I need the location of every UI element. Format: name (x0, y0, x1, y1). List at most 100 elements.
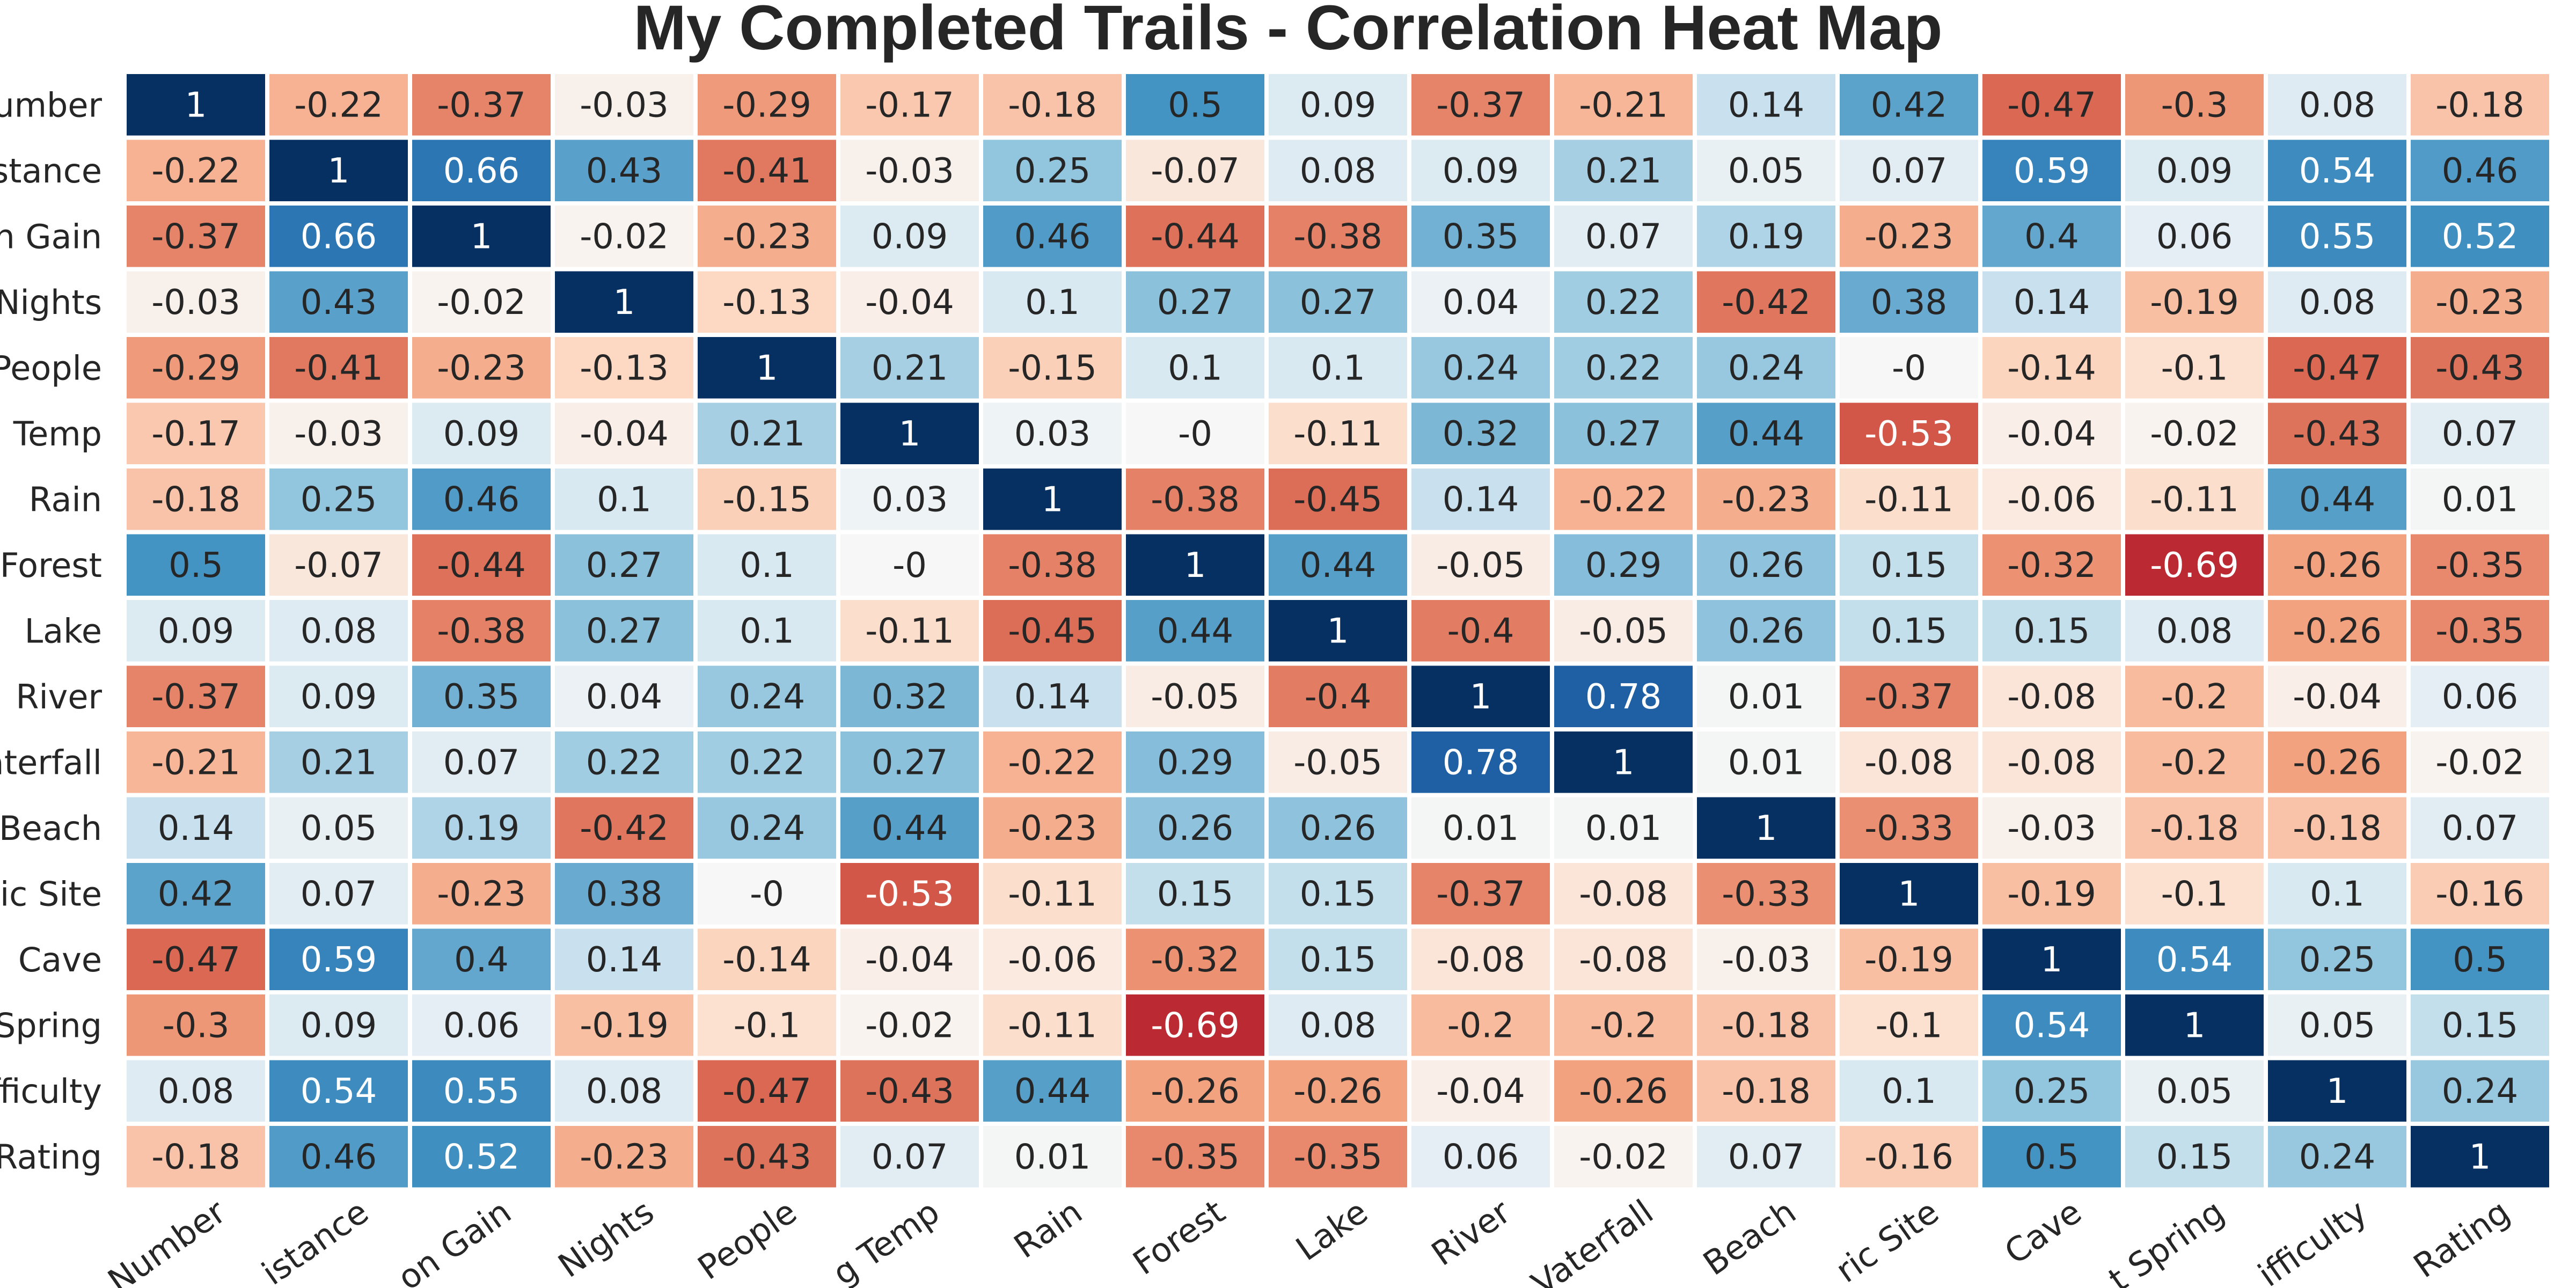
cell-value-label: 0.35 (1443, 217, 1519, 257)
heatmap-cell (840, 994, 979, 1056)
heatmap-cell (1697, 600, 1835, 662)
heatmap-cell (1126, 271, 1264, 333)
heatmap-cell (1982, 863, 2121, 925)
cell-value-label: 0.05 (301, 809, 377, 848)
cell-value-label: 0.09 (872, 217, 948, 257)
cell-value-label: -0.21 (151, 743, 240, 782)
cell-value-label: -0.42 (1722, 283, 1811, 323)
cell-value-label: -0.04 (1436, 1072, 1525, 1111)
cell-value-label: 0.29 (1585, 546, 1662, 586)
heatmap-cell (1411, 928, 1550, 990)
cell-value-label: -0.47 (2007, 85, 2096, 125)
heatmap-cell (1840, 206, 1978, 267)
cell-value-label: -0.15 (722, 480, 811, 519)
heatmap-cell (2411, 469, 2549, 530)
heatmap-cell (1840, 469, 1978, 530)
heatmap-cell (1982, 74, 2121, 136)
cell-value-label: 0.08 (2156, 611, 2233, 651)
cell-value-label: 0.24 (729, 809, 806, 848)
cell-value-label: 0.15 (2442, 1006, 2519, 1045)
heatmap-cell (1840, 140, 1978, 201)
heatmap-cell (127, 534, 265, 596)
heatmap-cell (840, 337, 979, 399)
heatmap-cell (698, 1126, 836, 1188)
heatmap-cell (555, 337, 693, 399)
heatmap-cell (2411, 74, 2549, 136)
heatmap-cell (983, 140, 1122, 201)
heatmap-cell (1982, 600, 2121, 662)
row-tick-label: Rain (29, 480, 102, 519)
heatmap-cell (2268, 863, 2406, 925)
cell-value-label: -0.04 (865, 940, 954, 980)
heatmap-cell (2411, 1060, 2549, 1122)
heatmap-cell (127, 337, 265, 399)
cell-value-label: -0.22 (1579, 480, 1668, 519)
heatmap-cell (1982, 206, 2121, 267)
heatmap-cell (1840, 402, 1978, 464)
cell-value-label: -0.45 (1293, 480, 1382, 519)
heatmap-cell (127, 140, 265, 201)
heatmap-cell (555, 1126, 693, 1188)
cell-value-label: 0.5 (1168, 85, 1223, 125)
cell-value-label: 0.27 (1585, 414, 1662, 454)
cell-value-label: 0.24 (2299, 1137, 2376, 1177)
cell-value-label: 0.21 (1585, 151, 1662, 191)
heatmap-cell (269, 74, 408, 136)
heatmap-cell (983, 1060, 1122, 1122)
cell-value-label: 0.1 (740, 546, 794, 586)
cell-value-label: 0.26 (1300, 809, 1377, 848)
cell-value-label: -0 (750, 874, 784, 914)
heatmap-cell (1126, 600, 1264, 662)
heatmap-cell (2411, 665, 2549, 727)
cell-value-label: 0.15 (1871, 546, 1948, 586)
heatmap-cell (1554, 140, 1693, 201)
heatmap-cell (840, 928, 979, 990)
cell-value-label: 0.32 (872, 677, 948, 717)
cell-value-label: -0.05 (1293, 743, 1382, 782)
heatmap-cell (840, 863, 979, 925)
heatmap-cell (1982, 731, 2121, 793)
heatmap-cell (412, 928, 551, 990)
heatmap-cell (1269, 206, 1407, 267)
row-tick-label: umber (0, 85, 103, 125)
cell-value-label: -0.26 (1579, 1072, 1668, 1111)
heatmap-cell (412, 402, 551, 464)
heatmap-cell (698, 402, 836, 464)
heatmap-cell (1840, 74, 1978, 136)
cell-value-label: 0.25 (2014, 1072, 2090, 1111)
cell-value-label: -0.02 (437, 283, 526, 323)
heatmap-cell (127, 665, 265, 727)
cell-value-label: 0.1 (597, 480, 652, 519)
row-tick-label: People (0, 348, 102, 387)
cell-value-label: -0.23 (722, 217, 811, 257)
column-tick-label: Cave (1997, 1192, 2089, 1272)
cell-value-label: -0.18 (151, 1137, 240, 1177)
heatmap-cell (1126, 74, 1264, 136)
heatmap-cell (1126, 534, 1264, 596)
heatmap-cell (1982, 469, 2121, 530)
cell-value-label: -0.05 (1436, 546, 1525, 586)
cell-value-label: 0.43 (586, 151, 663, 191)
heatmap-cell (698, 469, 836, 530)
cell-value-label: -0.37 (1864, 677, 1953, 717)
cell-value-label: -0.14 (722, 940, 811, 980)
heatmap-cell (555, 994, 693, 1056)
cell-value-label: 0.44 (872, 809, 948, 848)
cell-value-label: -0.18 (1008, 85, 1097, 125)
cell-value-label: 0.1 (1025, 283, 1080, 323)
heatmap-cell (1411, 731, 1550, 793)
cell-value-label: -0.1 (1876, 1006, 1943, 1045)
cell-value-label: -0.18 (1722, 1006, 1811, 1045)
cell-value-label: 0.44 (1728, 414, 1805, 454)
heatmap-cell (1554, 994, 1693, 1056)
cell-value-label: -0.42 (580, 809, 669, 848)
cell-value-label: -0.04 (2007, 414, 2096, 454)
heatmap-cell (1411, 665, 1550, 727)
cell-value-label: 0.07 (1585, 217, 1662, 257)
heatmap-cell (840, 1126, 979, 1188)
cell-value-label: 0.54 (2299, 151, 2376, 191)
cell-value-label: 0.06 (2442, 677, 2519, 717)
heatmap-cell (698, 271, 836, 333)
cell-value-label: 0.22 (586, 743, 663, 782)
cell-value-label: 0.5 (169, 546, 223, 586)
